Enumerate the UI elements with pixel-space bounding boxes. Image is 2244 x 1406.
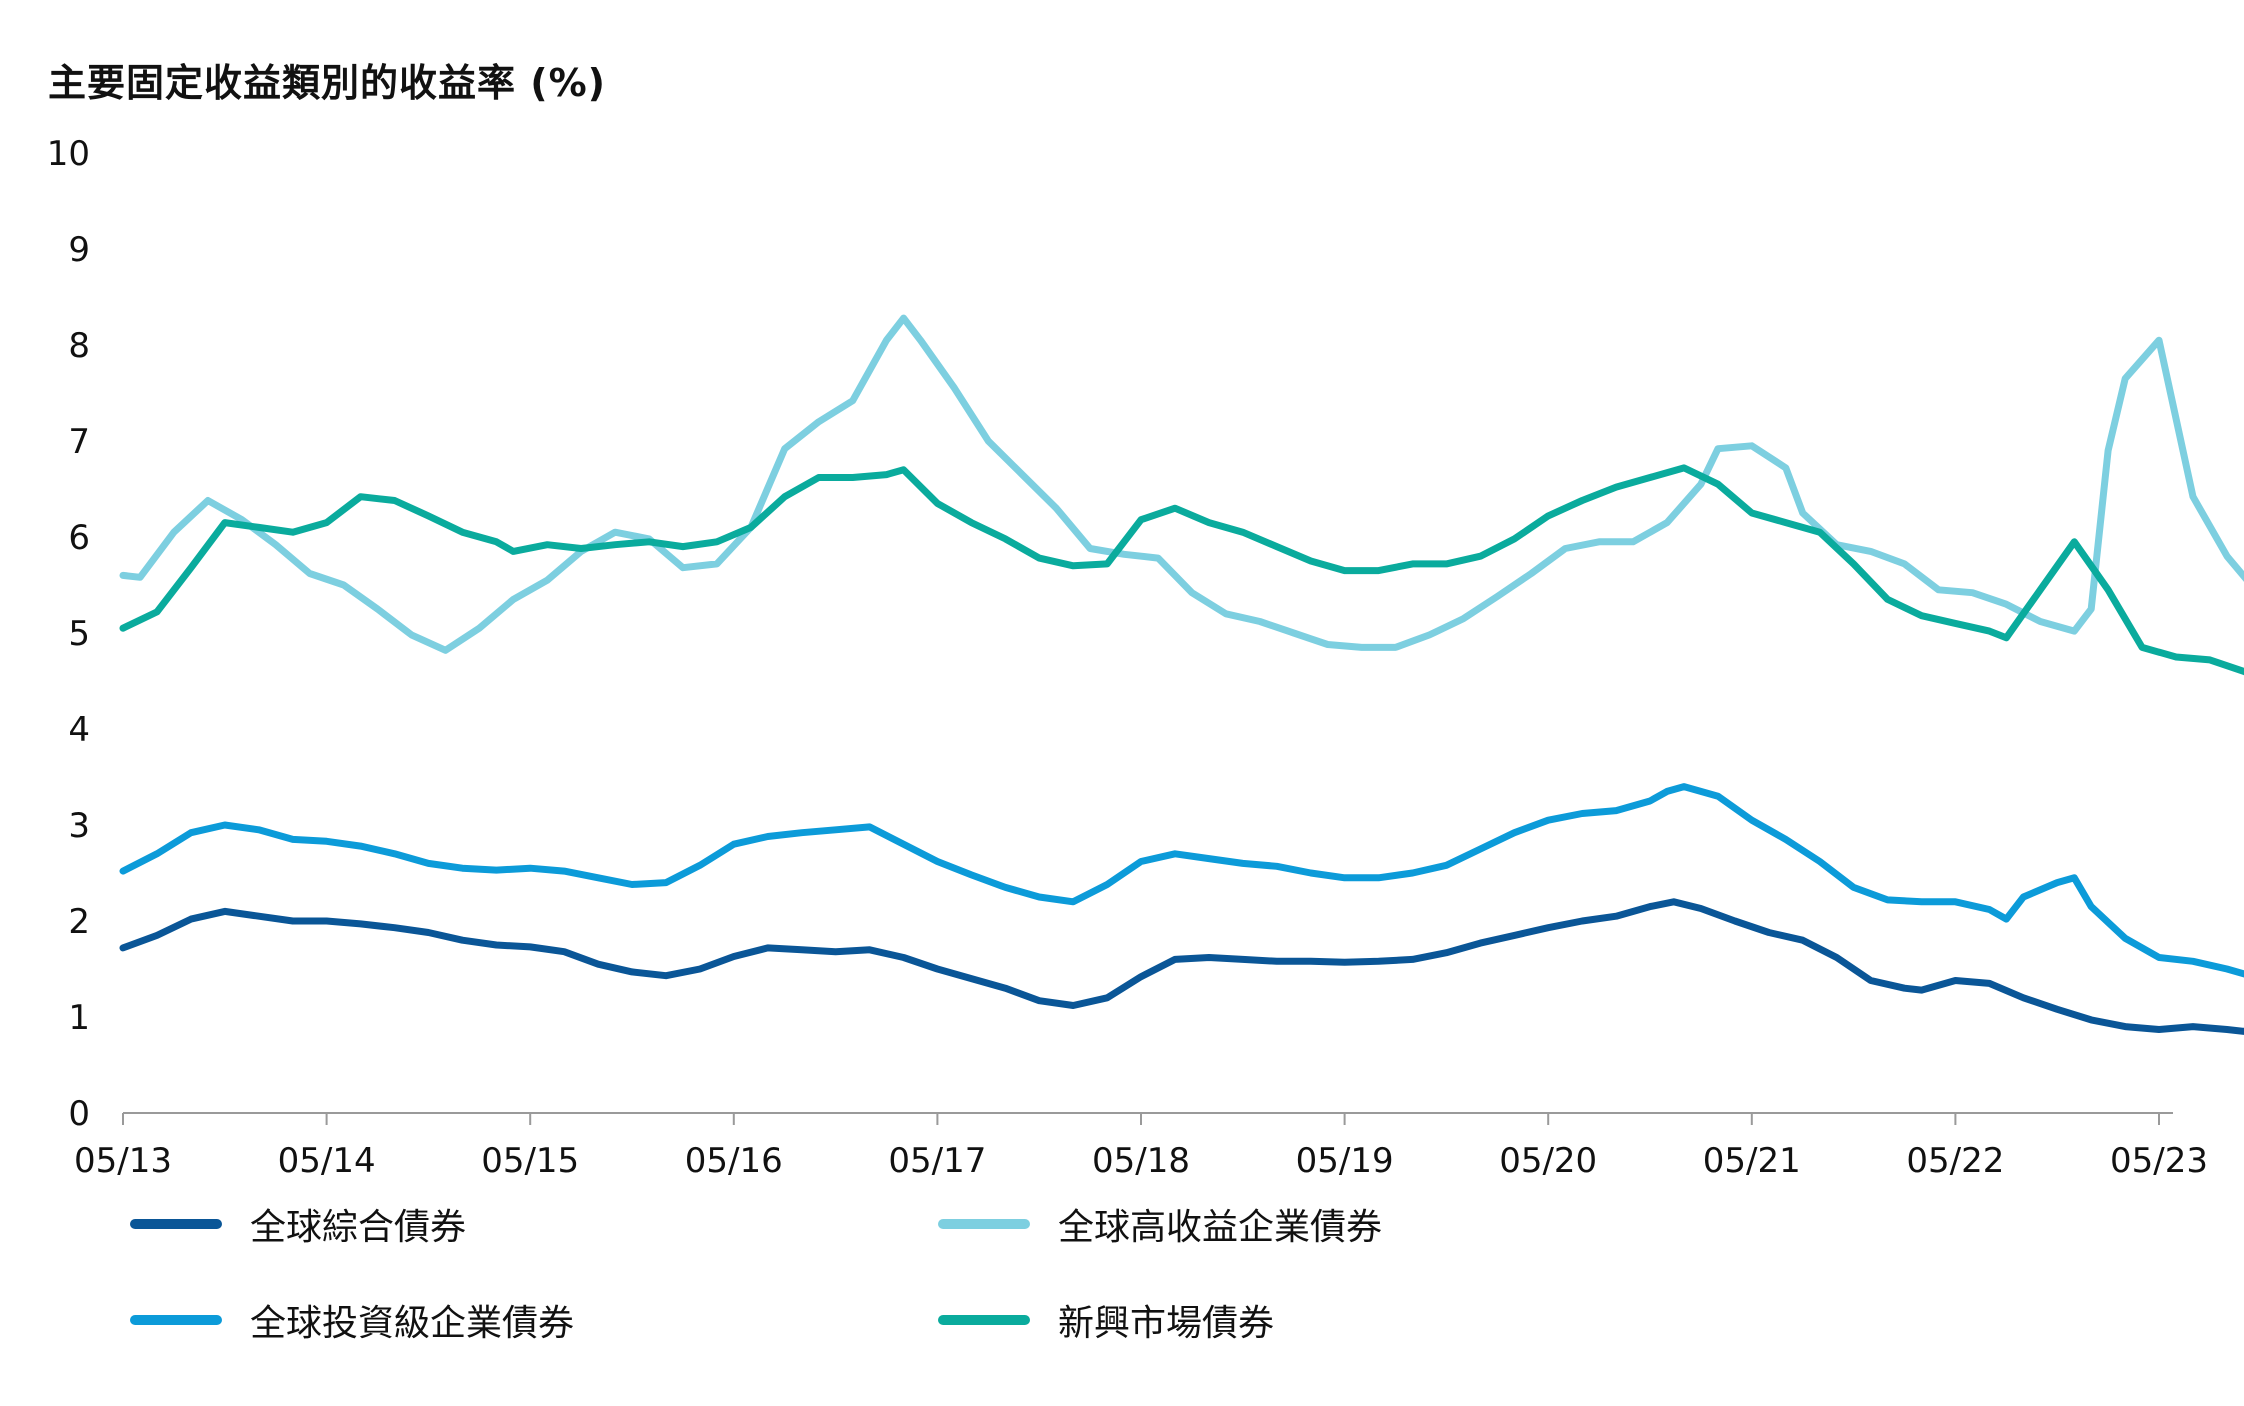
x-tick-label: 05/22 [1906, 1141, 2004, 1181]
x-tick-label: 05/19 [1296, 1141, 1394, 1181]
y-tick-label: 2 [68, 902, 90, 942]
x-axis: 05/13 05/14 05/15 05/16 05/17 05/18 05/19 05/20… [74, 1112, 2208, 1181]
series-line-1 [119, 314, 2244, 654]
series-line-2 [119, 783, 2244, 978]
y-tick-label: 3 [68, 806, 90, 846]
y-tick-label: 10 [47, 134, 90, 174]
y-axis-tick-labels: 0 1 2 3 4 5 6 7 8 9 10 [47, 134, 90, 1134]
y-tick-label: 7 [68, 422, 90, 462]
x-tick-label: 05/14 [278, 1141, 376, 1181]
x-tick-label: 05/23 [2110, 1141, 2208, 1181]
x-tick-label: 05/13 [74, 1141, 172, 1181]
y-tick-label: 4 [68, 710, 90, 750]
series-line-3 [119, 464, 2244, 676]
y-tick-label: 9 [68, 230, 90, 270]
x-tick-label: 05/20 [1499, 1141, 1597, 1181]
x-tick-label: 05/16 [685, 1141, 783, 1181]
x-tick-label: 05/17 [888, 1141, 986, 1181]
series-line-0 [119, 898, 2244, 1035]
y-tick-label: 1 [68, 998, 90, 1038]
y-tick-label: 6 [68, 518, 90, 558]
y-tick-label: 5 [68, 614, 90, 654]
chart-title: 主要固定收益類別的收益率 (%) [48, 61, 607, 105]
x-tick-label: 05/21 [1703, 1141, 1801, 1181]
y-tick-label: 0 [68, 1094, 90, 1134]
y-tick-label: 8 [68, 326, 90, 366]
x-tick-label: 05/18 [1092, 1141, 1190, 1181]
x-tick-label: 05/15 [481, 1141, 579, 1181]
series-lines [119, 314, 2244, 1035]
